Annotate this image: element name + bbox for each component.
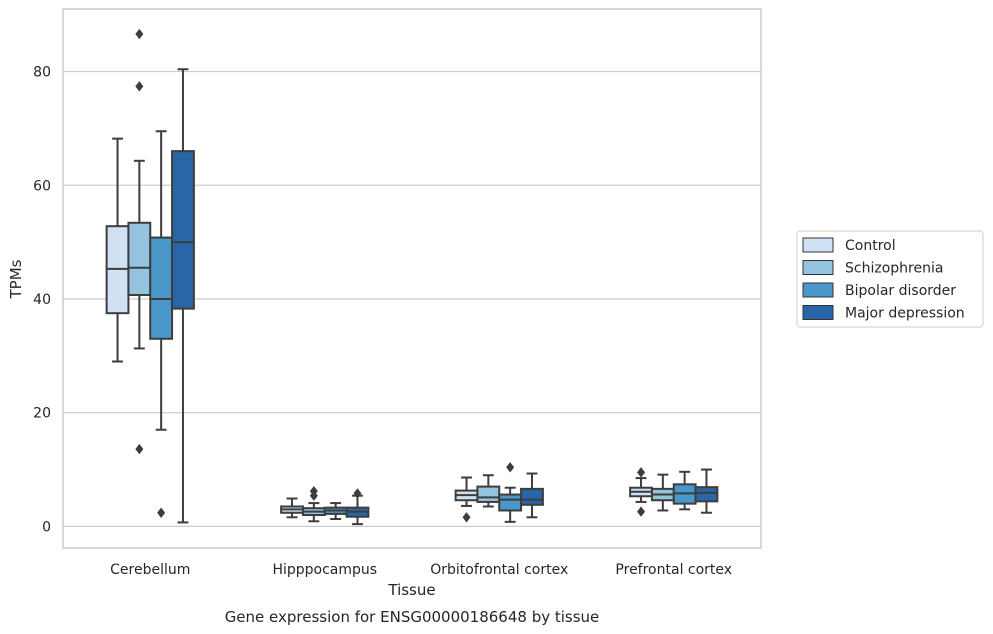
outlier-2 <box>135 81 144 92</box>
x-axis-label: Tissue <box>387 581 435 599</box>
box-1-4 <box>629 467 653 517</box>
box-body <box>171 150 195 310</box>
figure-caption: Gene expression for ENSG00000186648 by t… <box>225 608 600 626</box>
plot-frame <box>62 8 762 549</box>
legend-label-2: Schizophrenia <box>845 261 943 277</box>
y-tick-label-20: 20 <box>33 406 51 422</box>
x-tick-labels: Cerebellum Hipppocampus Orbitofrontal cort… <box>110 562 732 578</box>
box-plot-marks <box>105 28 719 526</box>
y-tick-label-60: 60 <box>33 178 51 194</box>
legend-label-1: Control <box>845 238 896 254</box>
legend-swatch-4 <box>802 305 834 320</box>
legend-swatch-2 <box>802 260 834 275</box>
outlier-1 <box>157 507 166 518</box>
box-4-2 <box>345 488 370 526</box>
box-3-2 <box>323 502 348 521</box>
x-tick-label-2: Hipppocampus <box>272 562 377 578</box>
legend-label-3: Bipolar disorder <box>845 283 956 299</box>
box-1-2 <box>280 497 304 519</box>
y-tick-label-0: 0 <box>42 519 51 535</box>
x-tick-label-3: Orbitofrontal cortex <box>430 562 568 578</box>
box-body <box>127 221 152 296</box>
box-body <box>476 485 501 503</box>
outlier-2 <box>637 506 646 517</box>
box-1-1 <box>105 137 130 363</box>
legend-label-4: Major depression <box>845 306 965 322</box>
box-4-4 <box>694 468 719 514</box>
box-1-3 <box>454 476 479 523</box>
x-tick-label-4: Prefrontal cortex <box>615 562 732 578</box>
outlier-1 <box>135 28 144 40</box>
legend-swatch-3 <box>802 282 834 298</box>
outlier-1 <box>462 512 471 523</box>
box-body <box>498 493 523 512</box>
x-tick-label-1: Cerebellum <box>110 562 190 578</box>
legend: Control Schizophrenia Bipolar disorder Majo… <box>796 230 984 328</box>
legend-swatch-1 <box>802 237 834 253</box>
box-4-1 <box>171 68 195 524</box>
outlier-1 <box>506 462 515 473</box>
y-axis-label: TPMs <box>7 259 25 299</box>
legend-frame <box>796 230 984 328</box>
y-tick-label-80: 80 <box>33 65 51 81</box>
outlier-3 <box>135 443 144 455</box>
box-body <box>149 236 174 340</box>
box-body <box>694 486 719 503</box>
box-body <box>520 487 544 506</box>
box-2-4 <box>650 473 675 512</box>
box-2-1 <box>127 28 152 455</box>
outlier-1 <box>353 488 362 499</box>
outlier-1 <box>637 467 646 478</box>
box-4-3 <box>520 472 544 519</box>
y-tick-labels: 0 20 40 60 80 <box>33 65 51 536</box>
outlier-2 <box>309 490 318 501</box>
y-tick-label-40: 40 <box>33 292 51 308</box>
